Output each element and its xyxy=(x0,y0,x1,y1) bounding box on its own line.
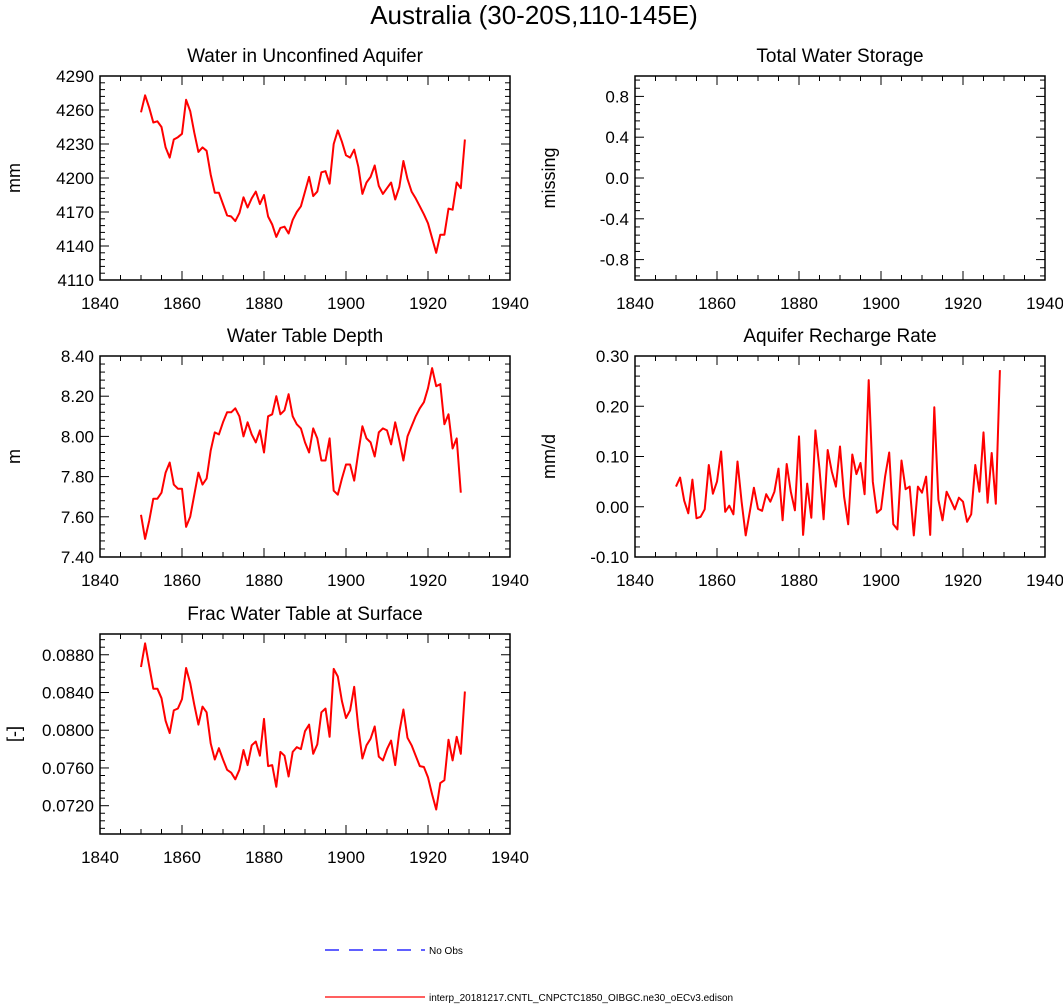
y-tick-label: 0.0 xyxy=(605,169,629,188)
panel-title: Water in Unconfined Aquifer xyxy=(187,46,424,67)
x-tick-label: 1920 xyxy=(944,294,982,313)
x-tick-label: 1840 xyxy=(81,571,119,590)
x-tick-label: 1840 xyxy=(616,294,654,313)
x-tick-label: 1900 xyxy=(327,571,365,590)
x-tick-label: 1860 xyxy=(698,294,736,313)
panel-aquifer-recharge-rate: Aquifer Recharge Rate 1840 1860 1880 1900 192… xyxy=(539,326,1063,590)
y-tick-label: 0.0720 xyxy=(42,797,94,816)
x-tick-label: 1860 xyxy=(163,571,201,590)
y-tick-label: 4170 xyxy=(56,203,94,222)
y-tick-label: -0.4 xyxy=(600,210,629,229)
x-tick-label: 1920 xyxy=(944,571,982,590)
y-tick-label: 0.0800 xyxy=(42,721,94,740)
y-tick-label: 7.40 xyxy=(61,548,94,567)
y-tick-label: 0.0840 xyxy=(42,683,94,702)
x-tick-label: 1900 xyxy=(327,294,365,313)
panel-frac-water-table-surface: Frac Water Table at Surface 1840 1860 1880 1… xyxy=(4,604,529,867)
x-tick-label: 1920 xyxy=(409,294,447,313)
x-tick-label: 1940 xyxy=(1026,294,1063,313)
y-tick-label: 0.8 xyxy=(605,87,629,106)
x-tick-label: 1940 xyxy=(491,571,529,590)
x-tick-label: 1860 xyxy=(163,848,201,867)
y-tick-label: 0.30 xyxy=(596,347,629,366)
y-tick-label: 8.20 xyxy=(61,387,94,406)
plot-frame xyxy=(634,75,1046,281)
legend: No Obs interp_20181217.CNTL_CNPCTC1850_O… xyxy=(325,946,733,1004)
y-tick-label: 0.0760 xyxy=(42,759,94,778)
x-tick-label: 1860 xyxy=(698,571,736,590)
x-tick-label: 1940 xyxy=(491,848,529,867)
plot-frame xyxy=(99,75,511,281)
x-tick-label: 1900 xyxy=(327,848,365,867)
figure-title: Australia (30-20S,110-145E) xyxy=(370,0,698,30)
y-tick-label: 4260 xyxy=(56,101,94,120)
y-tick-label: 4290 xyxy=(56,67,94,86)
y-axis-label: m xyxy=(4,449,24,464)
y-tick-label: 7.60 xyxy=(61,508,94,527)
x-tick-label: 1900 xyxy=(862,571,900,590)
y-tick-label: 0.4 xyxy=(605,128,629,147)
x-tick-label: 1940 xyxy=(491,294,529,313)
panel-title: Water Table Depth xyxy=(227,326,383,347)
x-tick-label: 1840 xyxy=(81,848,119,867)
series-line xyxy=(140,642,466,811)
x-tick-label: 1860 xyxy=(163,294,201,313)
y-tick-label: 0.00 xyxy=(596,498,629,517)
plot-frame xyxy=(99,355,511,558)
panel-total-water-storage: Total Water Storage 1840 1860 1880 1900 1920 1… xyxy=(539,46,1063,313)
panel-title: Aquifer Recharge Rate xyxy=(743,326,936,347)
y-tick-label: 4200 xyxy=(56,169,94,188)
series-line xyxy=(675,370,1001,537)
y-tick-label: 0.0880 xyxy=(42,646,94,665)
x-tick-label: 1880 xyxy=(780,571,818,590)
panel-title: Frac Water Table at Surface xyxy=(187,604,423,625)
panel-title: Total Water Storage xyxy=(756,46,923,67)
series-line xyxy=(140,367,462,540)
y-tick-label: 7.80 xyxy=(61,468,94,487)
panel-water-table-depth: Water Table Depth 1840 1860 1880 1900 1920 194… xyxy=(4,326,529,590)
y-tick-label: 4140 xyxy=(56,237,94,256)
x-tick-label: 1880 xyxy=(245,294,283,313)
x-tick-label: 1840 xyxy=(616,571,654,590)
x-tick-label: 1920 xyxy=(409,848,447,867)
y-tick-label: -0.8 xyxy=(600,251,629,270)
y-axis-label: mm xyxy=(4,163,24,193)
y-axis-label: [-] xyxy=(4,726,24,742)
x-tick-label: 1900 xyxy=(862,294,900,313)
y-tick-label: -0.10 xyxy=(590,548,629,567)
y-tick-label: 8.00 xyxy=(61,427,94,446)
x-tick-label: 1920 xyxy=(409,571,447,590)
y-tick-label: 0.10 xyxy=(596,448,629,467)
x-tick-label: 1840 xyxy=(81,294,119,313)
y-tick-label: 8.40 xyxy=(61,347,94,366)
x-tick-label: 1880 xyxy=(780,294,818,313)
x-tick-label: 1880 xyxy=(245,848,283,867)
x-tick-label: 1880 xyxy=(245,571,283,590)
y-axis-label: mm/d xyxy=(539,434,559,479)
legend-model-label: interp_20181217.CNTL_CNPCTC1850_OIBGC.ne… xyxy=(429,993,733,1004)
y-axis-label: missing xyxy=(539,147,559,208)
panel-water-unconfined-aquifer: Water in Unconfined Aquifer 1840 1860 1880 1… xyxy=(4,46,529,313)
y-tick-label: 4110 xyxy=(57,271,94,290)
panels: Water in Unconfined Aquifer 1840 1860 1880 1… xyxy=(4,46,1063,867)
series-line xyxy=(140,94,466,254)
y-tick-label: 0.20 xyxy=(596,397,629,416)
y-tick-label: 4230 xyxy=(56,135,94,154)
x-tick-label: 1940 xyxy=(1026,571,1063,590)
legend-obs-label: No Obs xyxy=(429,946,463,957)
